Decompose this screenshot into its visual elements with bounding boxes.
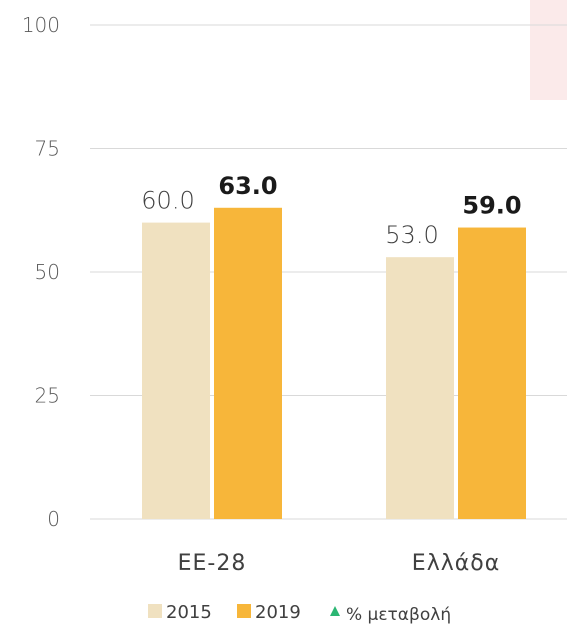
data-labels: 60.0 63.0 53.0 59.0 bbox=[141, 172, 521, 249]
legend-label: % μεταβολή bbox=[346, 605, 451, 625]
bar-2015-1 bbox=[386, 257, 454, 519]
data-label-2019: 63.0 bbox=[218, 172, 277, 200]
data-label-2015: 60.0 bbox=[141, 187, 194, 215]
data-label-2019: 59.0 bbox=[462, 192, 521, 220]
category-label: ΕΕ-28 bbox=[178, 551, 247, 576]
y-tick-label: 0 bbox=[47, 507, 60, 531]
bar-2019-0 bbox=[214, 207, 282, 519]
bars bbox=[142, 207, 526, 520]
category-label: Ελλάδα bbox=[412, 551, 500, 576]
y-axis-ticks: 0 25 50 75 100 bbox=[22, 13, 60, 531]
legend: 2015 2019 % μεταβολή bbox=[148, 602, 451, 625]
y-tick-label: 25 bbox=[35, 384, 60, 408]
legend-swatch bbox=[237, 604, 251, 618]
decorative-corner bbox=[530, 0, 567, 100]
bar-2015-0 bbox=[142, 222, 210, 519]
legend-swatch bbox=[148, 604, 162, 618]
x-axis-categories: ΕΕ-28 Ελλάδα bbox=[178, 551, 500, 576]
data-label-2015: 53.0 bbox=[385, 221, 438, 249]
y-tick-label: 100 bbox=[22, 13, 60, 37]
bar-2019-1 bbox=[458, 227, 526, 520]
legend-label: 2015 bbox=[166, 602, 212, 623]
y-tick-label: 75 bbox=[35, 137, 60, 161]
triangle-icon bbox=[330, 606, 340, 616]
y-tick-label: 50 bbox=[35, 260, 60, 284]
legend-label: 2019 bbox=[255, 602, 301, 623]
